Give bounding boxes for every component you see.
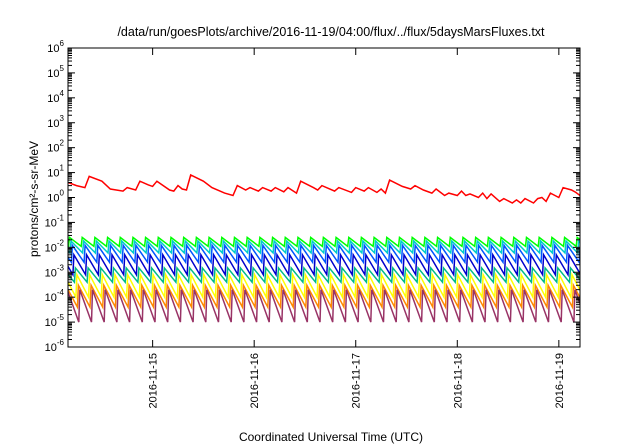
y-axis: 10-6 10-5 10-4 10-3 10-2 10-1 100 101 102 103 104 1… [45, 39, 580, 354]
y-tick-label: 106 [47, 39, 64, 55]
y-tick-label: 10-6 [45, 338, 65, 354]
y-axis-label: protons/cm²-s-sr-MeV [27, 141, 41, 257]
y-tick-label: 104 [47, 89, 64, 105]
x-axis: 2016-11-15 2016-11-16 2016-11-17 2016-11-18… [148, 48, 566, 408]
series-line [68, 173, 580, 204]
chart-title: /data/run/goesPlots/archive/2016-11-19/0… [117, 25, 545, 39]
plot-area [68, 173, 580, 323]
y-tick-label: 101 [47, 164, 64, 180]
y-tick-label: 100 [47, 189, 64, 205]
x-tick-label: 2016-11-19 [554, 353, 566, 408]
y-tick-label: 103 [47, 114, 64, 130]
series-line [68, 252, 580, 278]
series-line [68, 239, 580, 255]
y-tick-label: 102 [47, 139, 64, 155]
y-tick-label: 10-4 [45, 288, 65, 304]
series-line [68, 235, 580, 248]
series-line [68, 265, 580, 285]
y-tick-label: 105 [47, 64, 64, 80]
x-tick-label: 2016-11-17 [351, 353, 363, 408]
series-line [68, 289, 580, 323]
x-tick-label: 2016-11-18 [452, 353, 464, 408]
x-axis-label: Coordinated Universal Time (UTC) [239, 430, 423, 444]
series-line [68, 243, 580, 265]
y-tick-label: 10-1 [45, 213, 65, 229]
x-tick-label: 2016-11-16 [249, 353, 261, 408]
series-line [68, 271, 580, 301]
y-tick-label: 10-2 [45, 238, 65, 254]
x-tick-label: 2016-11-15 [148, 353, 160, 408]
series-line [68, 282, 580, 310]
y-tick-label: 10-3 [45, 263, 65, 279]
y-tick-label: 10-5 [45, 313, 65, 329]
